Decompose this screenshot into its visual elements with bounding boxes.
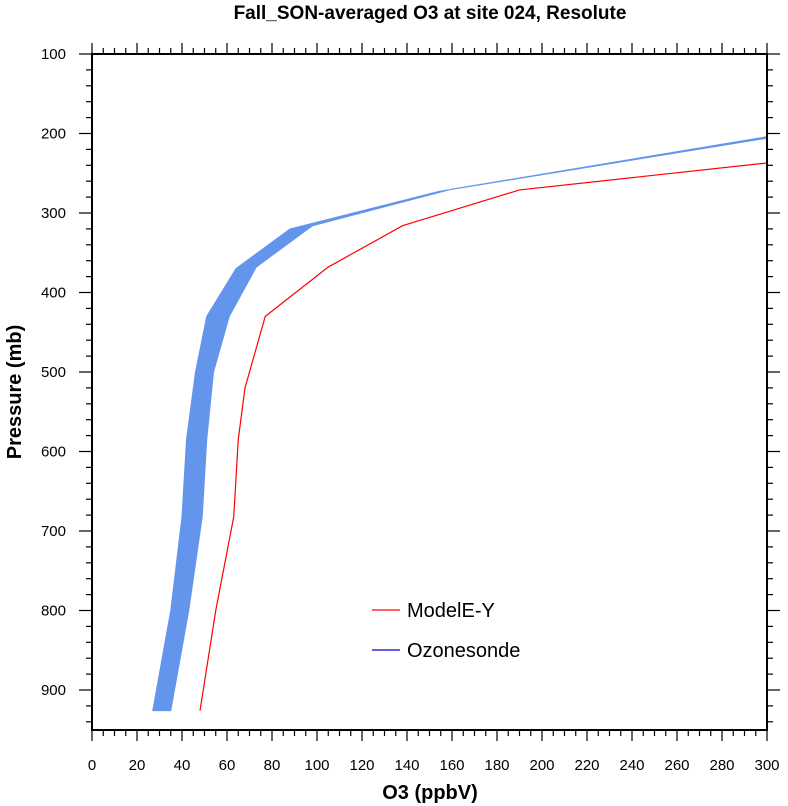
x-tick-label: 200 — [529, 757, 554, 774]
x-tick-label: 20 — [129, 757, 146, 774]
y-tick-label: 700 — [41, 523, 66, 540]
y-tick-label: 200 — [41, 126, 66, 143]
x-tick-label: 180 — [484, 757, 509, 774]
y-tick-label: 400 — [41, 285, 66, 302]
legend-item-modele-y: ModelE-Y — [372, 600, 495, 622]
x-tick-label: 160 — [439, 757, 464, 774]
y-tick-label: 500 — [41, 364, 66, 381]
legend-label: Ozonesonde — [407, 640, 520, 662]
x-tick-label: 60 — [219, 757, 236, 774]
x-tick-label: 300 — [754, 757, 779, 774]
chart-title: Fall_SON-averaged O3 at site 024, Resolu… — [234, 3, 627, 24]
modele-y-line — [199, 162, 768, 711]
plot-frame — [91, 53, 768, 731]
x-axis-label: O3 (ppbV) — [382, 782, 478, 804]
y-tick-label: 300 — [41, 205, 66, 222]
x-tick-label: 80 — [264, 757, 281, 774]
x-tick-label: 140 — [394, 757, 419, 774]
x-tick-label: 260 — [664, 757, 689, 774]
x-tick-label: 0 — [88, 757, 96, 774]
y-tick-label: 800 — [41, 603, 66, 620]
legend-item-ozonesonde: Ozonesonde — [372, 640, 520, 662]
legend: ModelE-Y Ozonesonde — [372, 600, 520, 662]
plot-area — [152, 136, 768, 712]
x-tick-label: 40 — [174, 757, 191, 774]
y-tick-label: 600 — [41, 444, 66, 461]
x-tick-label: 240 — [619, 757, 644, 774]
x-tick-label: 220 — [574, 757, 599, 774]
x-tick-label: 120 — [349, 757, 374, 774]
x-tick-label: 100 — [304, 757, 329, 774]
y-tick-label: 900 — [41, 682, 66, 699]
ozonesonde-range-band — [152, 136, 768, 712]
legend-label: ModelE-Y — [407, 600, 495, 622]
x-tick-label: 280 — [709, 757, 734, 774]
y-axis-label: Pressure (mb) — [4, 325, 26, 460]
y-tick-label: 100 — [41, 46, 66, 63]
axis-ticks: 0 20 40 60 80 100 120 140 160 180 200 220 240 260 280 3… — [41, 43, 780, 774]
